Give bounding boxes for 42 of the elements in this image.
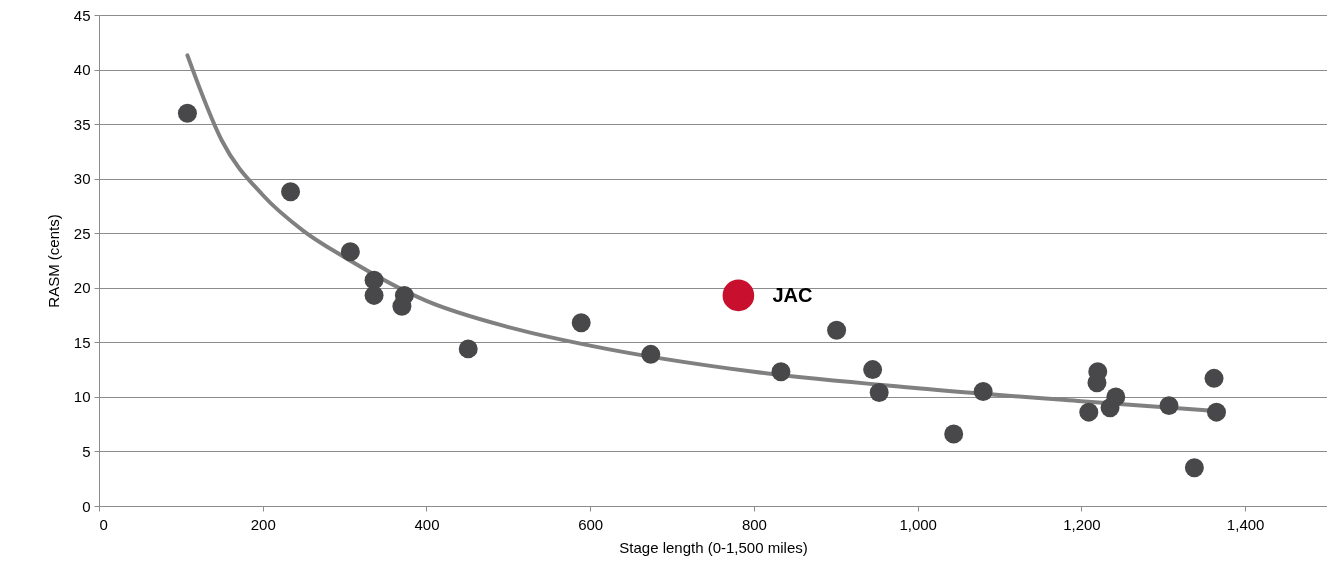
- point: [1204, 368, 1224, 388]
- x-tick-label: 200: [250, 515, 276, 533]
- y-tick-label: 45: [73, 6, 91, 24]
- x-tick-label: 600: [578, 515, 604, 533]
- x-tick-label: 400: [414, 515, 440, 533]
- point: [944, 424, 964, 444]
- point: [863, 360, 883, 380]
- x-axis-title: Stage length (0-1,500 miles): [619, 538, 808, 556]
- point: [869, 383, 889, 402]
- point: [1079, 402, 1099, 422]
- point: [281, 182, 301, 202]
- y-tick-label: 40: [73, 61, 91, 79]
- y-tick-label: 15: [73, 333, 91, 351]
- point: [571, 313, 591, 333]
- point: [1184, 458, 1204, 478]
- x-tick-label: 1,400: [1226, 515, 1265, 533]
- point: [771, 362, 791, 382]
- point: [973, 381, 993, 401]
- point: [641, 344, 661, 364]
- y-tick-label: 35: [73, 115, 91, 133]
- x-tick-label: 1,000: [899, 515, 937, 533]
- y-tick-label: 5: [82, 442, 91, 460]
- point: [1206, 402, 1226, 422]
- y-axis-title: RASM (cents): [44, 214, 62, 308]
- x-tick-label: 800: [741, 515, 767, 533]
- x-tick-label: 1,200: [1063, 515, 1101, 533]
- point: [458, 339, 478, 359]
- y-tick-label: 25: [73, 224, 91, 242]
- point: [364, 285, 384, 305]
- y-tick-label: 0: [82, 497, 91, 515]
- y-tick-label: 10: [73, 388, 91, 406]
- point: [340, 242, 360, 262]
- y-tick-label: 30: [73, 170, 91, 188]
- point: [722, 279, 755, 312]
- point: [1106, 387, 1126, 407]
- point: [827, 320, 847, 340]
- point: [394, 285, 414, 305]
- series-label: JAC: [772, 284, 813, 307]
- y-tick-label: 20: [73, 279, 91, 297]
- x-tick-label: 0: [99, 515, 108, 533]
- point: [1159, 396, 1179, 416]
- point: [177, 103, 197, 123]
